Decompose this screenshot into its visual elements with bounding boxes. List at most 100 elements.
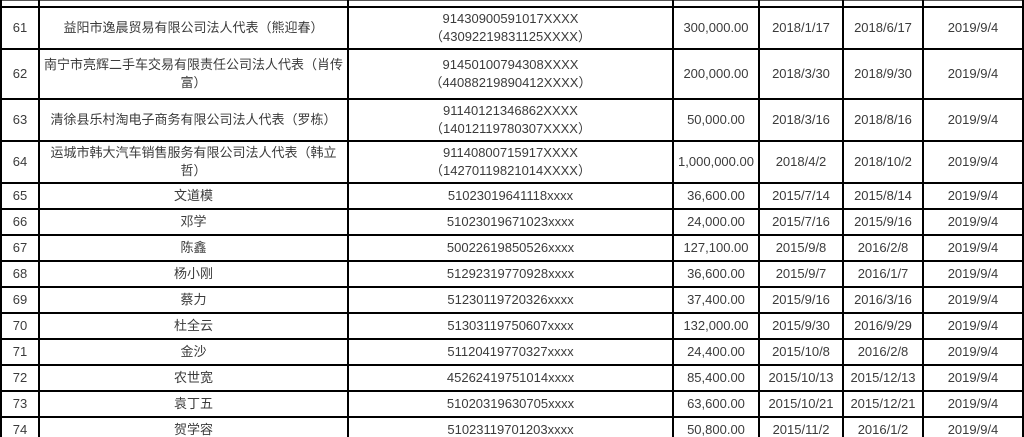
- id-number-line1: 91140121346862XXXX: [443, 103, 578, 119]
- table-row: 65 文道模 51023019641118xxxx 36,600.00 2015/7/1…: [0, 182, 1024, 210]
- cell-id-number: 51303119750607xxxx: [347, 312, 674, 340]
- id-number-line1: 91430900591017XXXX: [442, 11, 579, 27]
- cell-row-number: 72: [0, 364, 40, 392]
- cell-date-2: 2015/12/21: [842, 390, 924, 418]
- table-row: 62 南宁市亮辉二手车交易有限责任公司法人代表（肖传富） 9145010079430…: [0, 48, 1024, 100]
- cell-row-number: 64: [0, 140, 40, 184]
- cell-date-2: 2016/3/16: [842, 286, 924, 314]
- cell-name: 杨小刚: [38, 260, 349, 288]
- cell-row-number: 62: [0, 48, 40, 100]
- id-number-line2: （14270119821014XXXX）: [430, 163, 591, 178]
- id-number-line2: （43092219831125XXXX）: [430, 29, 591, 44]
- cell-date-3: 2019/9/4: [922, 48, 1024, 100]
- cell-id-number: 51023019671023xxxx: [347, 208, 674, 236]
- cell-date-2: 2016/9/29: [842, 312, 924, 340]
- cell-date-2: 2018/8/16: [842, 98, 924, 142]
- cell-date-3: 2019/9/4: [922, 234, 1024, 262]
- cell-name: 袁丁五: [38, 390, 349, 418]
- cell-amount: 37,400.00: [672, 286, 760, 314]
- cell-row-number: 71: [0, 338, 40, 366]
- cell-date-1: 2018/1/17: [758, 6, 844, 50]
- id-number-line2: （14012119780307XXXX）: [430, 121, 591, 136]
- cell-name: 蔡力: [38, 286, 349, 314]
- cell-date-2: 2016/2/8: [842, 338, 924, 366]
- table-row: 64 运城市韩大汽车销售服务有限公司法人代表（韩立哲） 91140800715917…: [0, 140, 1024, 184]
- cell-date-3: 2019/9/4: [922, 182, 1024, 210]
- cell-name: 南宁市亮辉二手车交易有限责任公司法人代表（肖传富）: [38, 48, 349, 100]
- table-row: 72 农世宽 45262419751014xxxx 85,400.00 2015/10/…: [0, 364, 1024, 392]
- cell-amount: 24,400.00: [672, 338, 760, 366]
- cell-date-2: 2018/10/2: [842, 140, 924, 184]
- cell-amount: 85,400.00: [672, 364, 760, 392]
- table-row: 63 清徐县乐村淘电子商务有限公司法人代表（罗栋） 91140121346862XX…: [0, 98, 1024, 142]
- cell-date-1: 2015/9/16: [758, 286, 844, 314]
- cell-date-1: 2015/11/2: [758, 416, 844, 437]
- cell-date-3: 2019/9/4: [922, 208, 1024, 236]
- table-row: 73 袁丁五 51020319630705xxxx 63,600.00 2015/10/…: [0, 390, 1024, 418]
- cell-id-number: 91450100794308XXXX （44088219890412XXXX）: [347, 48, 674, 100]
- cell-date-1: 2015/7/16: [758, 208, 844, 236]
- cell-row-number: 68: [0, 260, 40, 288]
- cell-date-3: 2019/9/4: [922, 364, 1024, 392]
- cell-id-number: 50022619850526xxxx: [347, 234, 674, 262]
- cell-date-3: 2019/9/4: [922, 390, 1024, 418]
- cell-row-number: 70: [0, 312, 40, 340]
- cell-date-1: 2018/3/30: [758, 48, 844, 100]
- cell-date-1: 2015/10/21: [758, 390, 844, 418]
- cell-amount: 300,000.00: [672, 6, 760, 50]
- id-number-line1: 91450100794308XXXX: [442, 57, 579, 73]
- cell-amount: 200,000.00: [672, 48, 760, 100]
- cell-amount: 50,000.00: [672, 98, 760, 142]
- cell-date-2: 2016/1/7: [842, 260, 924, 288]
- cell-amount: 36,600.00: [672, 260, 760, 288]
- cell-id-number: 51230119720326xxxx: [347, 286, 674, 314]
- cell-name: 杜全云: [38, 312, 349, 340]
- id-number-line1: 91140800715917XXXX: [443, 145, 578, 161]
- table-row: 66 邓学 51023019671023xxxx 24,000.00 2015/7/16…: [0, 208, 1024, 236]
- cell-date-1: 2015/10/13: [758, 364, 844, 392]
- cell-date-1: 2015/9/8: [758, 234, 844, 262]
- table-row: 67 陈鑫 50022619850526xxxx 127,100.00 2015/9/8…: [0, 234, 1024, 262]
- cell-amount: 50,800.00: [672, 416, 760, 437]
- id-number-line1: 51023119701203xxxx: [447, 422, 574, 437]
- cell-date-2: 2015/9/16: [842, 208, 924, 236]
- cell-id-number: 51023119701203xxxx: [347, 416, 674, 437]
- cell-id-number: 91140800715917XXXX （14270119821014XXXX）: [347, 140, 674, 184]
- cell-date-1: 2018/3/16: [758, 98, 844, 142]
- cell-date-3: 2019/9/4: [922, 338, 1024, 366]
- cell-date-1: 2015/9/30: [758, 312, 844, 340]
- cell-id-number: 51292319770928xxxx: [347, 260, 674, 288]
- cell-date-3: 2019/9/4: [922, 98, 1024, 142]
- cell-name: 金沙: [38, 338, 349, 366]
- cell-date-3: 2019/9/4: [922, 312, 1024, 340]
- cell-name: 邓学: [38, 208, 349, 236]
- cell-name: 陈鑫: [38, 234, 349, 262]
- table-row: 71 金沙 51120419770327xxxx 24,400.00 2015/10/8…: [0, 338, 1024, 366]
- cell-row-number: 66: [0, 208, 40, 236]
- table-row: 61 益阳市逸晨贸易有限公司法人代表（熊迎春） 91430900591017XXXX…: [0, 6, 1024, 50]
- id-number-line1: 51023019671023xxxx: [446, 214, 575, 230]
- cell-date-2: 2018/6/17: [842, 6, 924, 50]
- cell-id-number: 51020319630705xxxx: [347, 390, 674, 418]
- cell-id-number: 91430900591017XXXX （43092219831125XXXX）: [347, 6, 674, 50]
- cell-id-number: 91140121346862XXXX （14012119780307XXXX）: [347, 98, 674, 142]
- cell-amount: 1,000,000.00: [672, 140, 760, 184]
- cell-row-number: 73: [0, 390, 40, 418]
- id-number-line2: （44088219890412XXXX）: [429, 75, 592, 90]
- cell-id-number: 45262419751014xxxx: [347, 364, 674, 392]
- cell-date-2: 2016/1/2: [842, 416, 924, 437]
- cell-row-number: 63: [0, 98, 40, 142]
- cell-date-2: 2018/9/30: [842, 48, 924, 100]
- table-row: 68 杨小刚 51292319770928xxxx 36,600.00 2015/9/7…: [0, 260, 1024, 288]
- cell-date-1: 2015/9/7: [758, 260, 844, 288]
- id-number-line1: 50022619850526xxxx: [446, 240, 575, 256]
- cell-amount: 36,600.00: [672, 182, 760, 210]
- cell-date-3: 2019/9/4: [922, 140, 1024, 184]
- table-row: 70 杜全云 51303119750607xxxx 132,000.00 2015/9/…: [0, 312, 1024, 340]
- cell-date-2: 2015/8/14: [842, 182, 924, 210]
- id-number-line1: 51120419770327xxxx: [447, 344, 574, 360]
- cell-date-3: 2019/9/4: [922, 6, 1024, 50]
